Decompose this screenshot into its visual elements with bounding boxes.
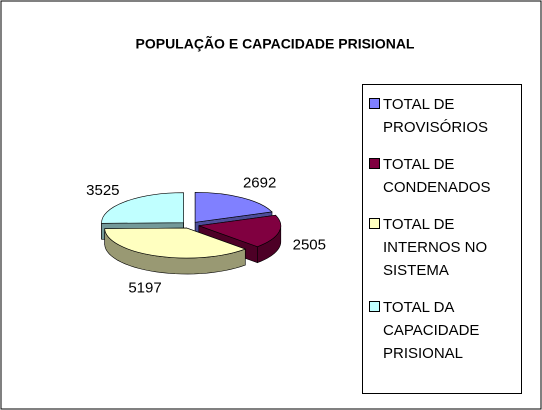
value-label: 2692: [243, 175, 276, 192]
legend-item: TOTAL DE PROVISÓRIOS: [369, 93, 517, 139]
legend: TOTAL DE PROVISÓRIOS TOTAL DE CONDENADOS T…: [362, 84, 522, 394]
legend-label: TOTAL DE PROVISÓRIOS: [383, 96, 489, 136]
legend-swatch: [369, 98, 380, 109]
chart-title: POPULAÇÃO E CAPACIDADE PRISIONAL: [136, 35, 415, 52]
legend-item: TOTAL DA CAPACIDADE PRISIONAL: [369, 296, 517, 365]
legend-swatch: [369, 158, 380, 169]
pie-slice: [194, 191, 273, 223]
value-label: 3525: [86, 182, 119, 199]
legend-label: TOTAL DE INTERNOS NO SISTEMA: [383, 216, 488, 279]
legend-item: TOTAL DE INTERNOS NO SISTEMA: [369, 213, 517, 282]
pie-slice: [198, 214, 282, 248]
legend-swatch: [369, 301, 380, 312]
pie-slice: [101, 192, 184, 224]
legend-label: TOTAL DA CAPACIDADE PRISIONAL: [383, 299, 480, 362]
legend-swatch: [369, 218, 380, 229]
value-label: 5197: [128, 280, 161, 297]
pie-slice: [104, 227, 247, 259]
legend-item: TOTAL DE CONDENADOS: [369, 153, 517, 199]
value-label: 2505: [293, 236, 326, 253]
legend-label: TOTAL DE CONDENADOS: [383, 156, 491, 196]
